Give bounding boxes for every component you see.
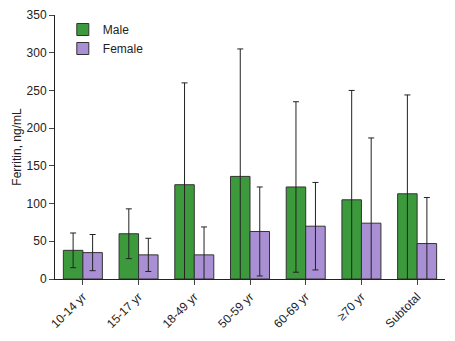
svg-text:200: 200 (27, 121, 47, 135)
svg-text:150: 150 (27, 159, 47, 173)
svg-text:50-59 yr: 50-59 yr (215, 290, 256, 331)
svg-text:Ferritin, ng/mL: Ferritin, ng/mL (10, 108, 24, 186)
svg-text:≥70 yr: ≥70 yr (334, 290, 367, 323)
svg-text:Female: Female (103, 42, 143, 56)
svg-text:Male: Male (103, 23, 129, 37)
svg-text:Subtotal: Subtotal (382, 290, 423, 331)
svg-text:350: 350 (27, 8, 47, 22)
svg-text:50: 50 (33, 234, 47, 248)
svg-text:18-49 yr: 18-49 yr (160, 290, 201, 331)
svg-text:15-17 yr: 15-17 yr (104, 290, 145, 331)
svg-text:10-14 yr: 10-14 yr (48, 290, 89, 331)
svg-text:250: 250 (27, 84, 47, 98)
svg-text:60-69 yr: 60-69 yr (271, 290, 312, 331)
svg-text:0: 0 (40, 272, 47, 286)
svg-text:300: 300 (27, 46, 47, 60)
svg-text:100: 100 (27, 197, 47, 211)
